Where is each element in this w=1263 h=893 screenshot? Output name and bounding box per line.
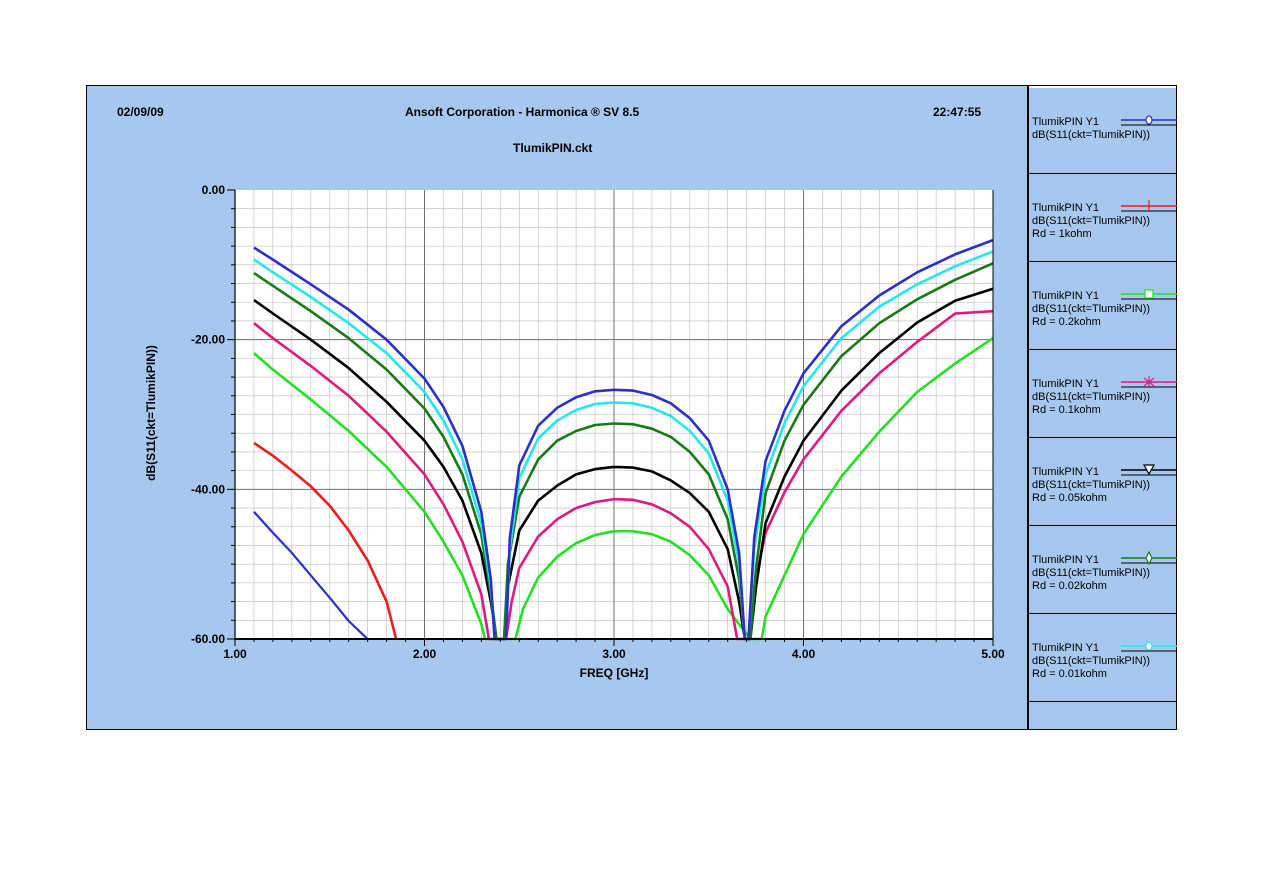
legend-parameter: Rd = 0.1kohm	[1032, 404, 1101, 416]
legend-entry: TlumikPIN Y1 dB(S11(ckt=TlumikPIN)) Rd = 0…	[1029, 350, 1177, 438]
legend-parameter: Rd = 0.05kohm	[1032, 492, 1107, 504]
legend-parameter: Rd = 0.01kohm	[1032, 668, 1107, 680]
header-date: 02/09/09	[117, 105, 164, 119]
legend-name: TlumikPIN Y1	[1032, 466, 1100, 478]
series-line-1	[253, 511, 369, 640]
legend-expression: dB(S11(ckt=TlumikPIN))	[1032, 567, 1151, 579]
legend-marker-circle-icon	[1121, 641, 1177, 652]
plot-window: 02/09/09 Ansoft Corporation - Harmonica …	[86, 85, 1177, 730]
legend-name: TlumikPIN Y1	[1032, 202, 1100, 214]
legend-entry: TlumikPIN Y1 dB(S11(ckt=TlumikPIN))	[1029, 86, 1177, 174]
legend-marker-star-icon	[1121, 376, 1177, 388]
series-group	[253, 238, 993, 641]
legend-entry: TlumikPIN Y1 dB(S11(ckt=TlumikPIN)) Rd = 0…	[1029, 526, 1177, 614]
legend-entry: TlumikPIN Y1 dB(S11(ckt=TlumikPIN)) Rd = 0…	[1029, 614, 1177, 702]
y-tick-label: -60.00	[191, 632, 225, 646]
legend-name: TlumikPIN Y1	[1032, 290, 1100, 302]
series-line-4	[253, 309, 993, 641]
legend-name: TlumikPIN Y1	[1032, 116, 1100, 128]
series-line-6	[253, 262, 993, 641]
legend-parameter: Rd = 0.2kohm	[1032, 316, 1101, 328]
series-line-7	[253, 250, 993, 641]
x-tick-label: 3.00	[602, 647, 626, 661]
y-tick-label: -20.00	[191, 333, 225, 347]
y-tick-label: -40.00	[191, 482, 225, 496]
header-file: TlumikPIN.ckt	[513, 141, 593, 155]
legend-name: TlumikPIN Y1	[1032, 378, 1100, 390]
x-axis-label: FREQ [GHz]	[580, 666, 649, 680]
x-tick-label: 5.00	[981, 647, 1005, 661]
header-company: Ansoft Corporation - Harmonica ® SV 8.5	[405, 105, 640, 119]
legend-parameter: Rd = 1kohm	[1032, 228, 1092, 240]
series-line-5	[253, 287, 993, 641]
legend-expression: dB(S11(ckt=TlumikPIN))	[1032, 303, 1151, 315]
legend-marker-circle-icon	[1121, 115, 1177, 126]
legend-entry: TlumikPIN Y1 dB(S11(ckt=TlumikPIN)) Rd = 0…	[1029, 438, 1177, 526]
x-tick-label: 1.00	[223, 647, 247, 661]
series-line-8	[253, 238, 993, 641]
legend-name: TlumikPIN Y1	[1032, 554, 1100, 566]
legend-marker-square-icon	[1121, 289, 1177, 300]
header-time: 22:47:55	[933, 105, 982, 119]
legend-marker-diamond-icon	[1121, 550, 1177, 566]
tick-labels: 1.00 2.00 3.00 4.00 5.00 0.00 -20.00 -40.00 -60.…	[191, 183, 1005, 661]
legend-expression: dB(S11(ckt=TlumikPIN))	[1032, 391, 1151, 403]
legend-entry: TlumikPIN Y1 dB(S11(ckt=TlumikPIN)) Rd = 1…	[1029, 174, 1177, 262]
plot-panel: 02/09/09 Ansoft Corporation - Harmonica …	[87, 86, 1027, 729]
legend-parameter: Rd = 0.02kohm	[1032, 580, 1107, 592]
y-tick-label: 0.00	[202, 183, 226, 197]
legend-name: TlumikPIN Y1	[1032, 642, 1100, 654]
legend-marker-cross-icon	[1121, 200, 1177, 212]
legend-expression: dB(S11(ckt=TlumikPIN))	[1032, 655, 1151, 667]
axes	[227, 189, 994, 646]
legend-expression: dB(S11(ckt=TlumikPIN))	[1032, 129, 1151, 141]
legend: TlumikPIN Y1 dB(S11(ckt=TlumikPIN)) Tlumik…	[1027, 86, 1177, 729]
legend-entry: TlumikPIN Y1 dB(S11(ckt=TlumikPIN)) Rd = 0…	[1029, 262, 1177, 350]
legend-marker-triangle-down-icon	[1121, 464, 1177, 476]
x-tick-label: 4.00	[792, 647, 816, 661]
y-axis-label: dB(S11(ckt=TlumikPIN))	[144, 345, 158, 481]
grid	[235, 190, 993, 639]
legend-expression: dB(S11(ckt=TlumikPIN))	[1032, 479, 1151, 491]
x-tick-label: 2.00	[413, 647, 437, 661]
series-line-3	[253, 337, 993, 641]
series-line-2	[253, 441, 398, 640]
chart-svg: 1.00 2.00 3.00 4.00 5.00 0.00 -20.00 -40.00 -60.…	[144, 183, 1005, 680]
legend-expression: dB(S11(ckt=TlumikPIN))	[1032, 215, 1151, 227]
